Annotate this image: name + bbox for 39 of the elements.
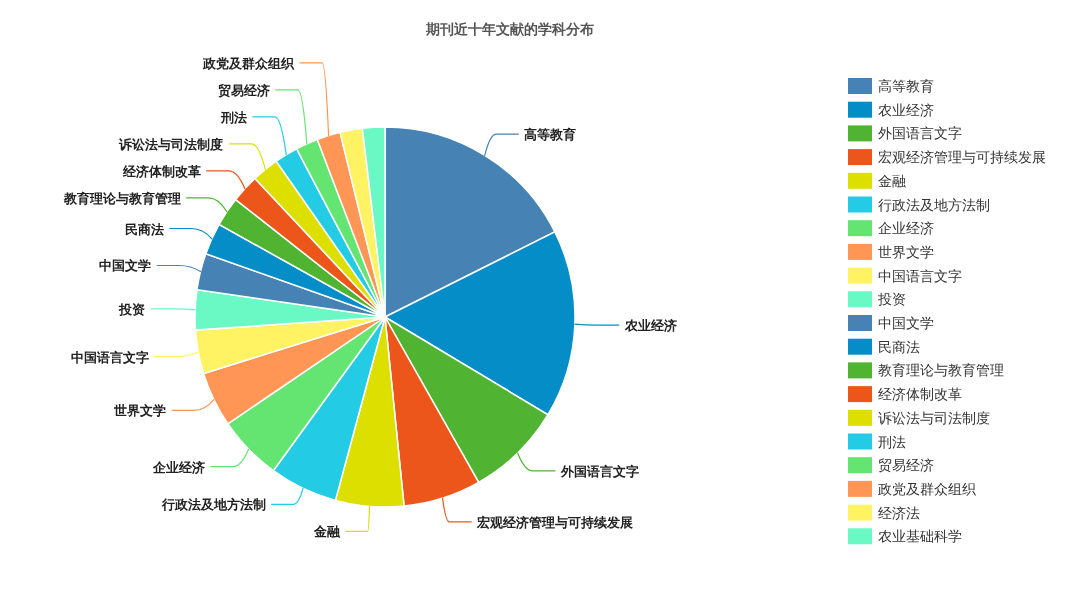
legend-label: 投资 — [877, 291, 906, 308]
legend-label: 中国文学 — [878, 315, 934, 331]
legend-label: 民商法 — [878, 338, 920, 355]
slice-label: 经济体制改革 — [121, 163, 201, 179]
slice-label: 诉讼法与司法制度 — [118, 136, 224, 152]
legend-label: 企业经济 — [878, 220, 934, 237]
legend-label: 中国语言文字 — [878, 267, 962, 284]
slice-label: 中国文学 — [99, 258, 152, 274]
legend-label: 农业基础科学 — [878, 528, 962, 545]
chart-title: 期刊近十年文献的学科分布 — [425, 21, 594, 37]
legend-label: 经济法 — [878, 504, 920, 521]
slice-label: 投资 — [118, 301, 146, 317]
legend-label: 教育理论与教育管理 — [878, 362, 1004, 379]
legend-label: 贸易经济 — [878, 457, 934, 474]
legend-label: 宏观经济管理与可持续发展 — [878, 149, 1046, 166]
slice-label: 贸易经济 — [217, 82, 270, 98]
legend-label: 世界文学 — [878, 243, 934, 260]
legend-label: 刑法 — [878, 433, 906, 450]
slice-label: 农业经济 — [623, 318, 677, 334]
slice-label: 行政法及地方法制 — [160, 497, 266, 513]
legend-label: 金融 — [878, 172, 906, 189]
slice-label: 民商法 — [124, 221, 164, 237]
slice-label: 世界文学 — [113, 403, 167, 419]
legend-label: 政党及群众组织 — [878, 480, 976, 497]
legend-label: 农业经济 — [878, 101, 934, 118]
slice-label: 高等教育 — [524, 127, 577, 143]
slice-label: 外国语言文字 — [560, 463, 640, 479]
legend-label: 经济体制改革 — [878, 386, 962, 403]
slice-label: 刑法 — [219, 109, 247, 125]
legend-label: 高等教育 — [878, 78, 934, 94]
legend-label: 行政法及地方法制 — [878, 196, 990, 213]
slice-label: 政党及群众组织 — [202, 55, 296, 71]
slice-label: 企业经济 — [151, 459, 205, 475]
legend-label: 诉讼法与司法制度 — [878, 409, 990, 426]
slice-label: 宏观经济管理与可持续发展 — [476, 514, 634, 530]
slice-label: 教育理论与教育管理 — [62, 190, 181, 206]
slice-label: 中国语言文字 — [70, 349, 149, 365]
slice-label: 金融 — [312, 524, 341, 540]
legend-label: 外国语言文字 — [878, 125, 962, 142]
